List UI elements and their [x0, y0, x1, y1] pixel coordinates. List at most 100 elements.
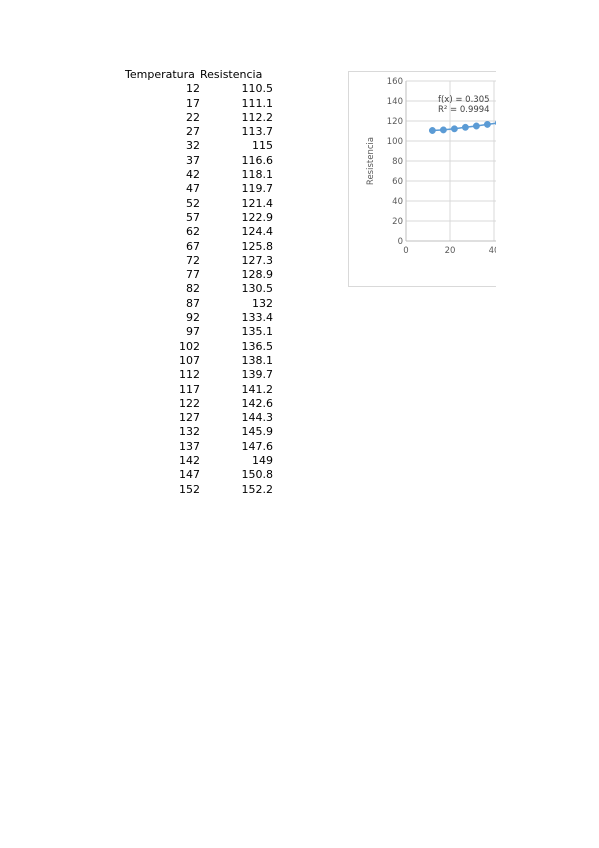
- cell-resistencia: 113.7: [241, 125, 274, 139]
- table-row: 72 127.3: [125, 254, 273, 268]
- table-row: 142 149: [125, 454, 273, 468]
- cell-resistencia: 138.1: [241, 353, 274, 367]
- cell-resistencia: 142.6: [241, 396, 274, 410]
- table-row: 17 111.1: [125, 97, 273, 111]
- cell-temperatura: 97: [186, 325, 200, 339]
- table-row: 62 124.4: [125, 225, 273, 239]
- table-row: 102 136.5: [125, 340, 273, 354]
- y-tick-label: 20: [392, 217, 403, 227]
- table-row: 12 110.5: [125, 82, 273, 96]
- cell-temperatura: 87: [186, 296, 200, 310]
- cell-temperatura: 22: [186, 110, 200, 124]
- cell-temperatura: 92: [186, 311, 200, 325]
- table-row: 112 139.7: [125, 368, 273, 382]
- cell-temperatura: 32: [186, 139, 200, 153]
- cell-temperatura: 122: [179, 396, 200, 410]
- table-row: 22 112.2: [125, 111, 273, 125]
- y-tick-label: 160: [387, 77, 403, 87]
- y-tick-label: 140: [387, 97, 403, 107]
- cell-temperatura: 47: [186, 182, 200, 196]
- chart-viewport: 0 20 40 60 80 100 120 140 160 0 20 40 Resistencia f(x…: [348, 71, 496, 288]
- x-tick-label: 20: [445, 246, 456, 256]
- cell-resistencia: 111.1: [241, 96, 274, 110]
- table-header-row: Temperatura Resistencia: [125, 68, 273, 82]
- cell-temperatura: 52: [186, 196, 200, 210]
- data-point: [472, 122, 480, 130]
- series-line: [432, 122, 496, 132]
- cell-resistencia: 116.6: [241, 153, 274, 167]
- cell-resistencia: 121.4: [241, 196, 274, 210]
- data-point: [494, 120, 496, 126]
- table-row: 107 138.1: [125, 354, 273, 368]
- cell-resistencia: 128.9: [241, 268, 274, 282]
- cell-temperatura: 62: [186, 225, 200, 239]
- table-body: 12 110.5 17 111.1 22 112.2 27 113.7 32 115 37 116.6…: [125, 82, 273, 497]
- table-row: 32 115: [125, 139, 273, 153]
- table-row: 27 113.7: [125, 125, 273, 139]
- cell-resistencia: 118.1: [241, 168, 274, 182]
- scatter-chart: 0 20 40 60 80 100 120 140 160 0 20 40 Resistencia f(x…: [366, 77, 496, 256]
- data-point: [439, 126, 447, 134]
- cell-resistencia: 149: [252, 454, 273, 468]
- table-row: 42 118.1: [125, 168, 273, 182]
- cell-temperatura: 117: [179, 382, 200, 396]
- column-header-temperatura: Temperatura: [125, 68, 195, 81]
- data-point: [483, 120, 491, 128]
- table-row: 147 150.8: [125, 468, 273, 482]
- table-row: 92 133.4: [125, 311, 273, 325]
- data-table: Temperatura Resistencia 12 110.5 17 111.1 22…: [125, 68, 273, 497]
- cell-temperatura: 57: [186, 210, 200, 224]
- cell-temperatura: 107: [179, 353, 200, 367]
- cell-resistencia: 135.1: [241, 325, 274, 339]
- cell-temperatura: 42: [186, 168, 200, 182]
- cell-resistencia: 125.8: [241, 239, 274, 253]
- cell-resistencia: 147.6: [241, 439, 274, 453]
- column-header-resistencia: Resistencia: [200, 68, 263, 81]
- table-row: 82 130.5: [125, 282, 273, 296]
- y-tick-label: 0: [398, 237, 403, 247]
- y-tick-label: 100: [387, 137, 403, 147]
- data-point: [461, 123, 469, 131]
- cell-resistencia: 130.5: [241, 282, 274, 296]
- cell-resistencia: 110.5: [241, 82, 274, 96]
- chart-frame[interactable]: [348, 71, 496, 287]
- cell-temperatura: 72: [186, 253, 200, 267]
- cell-resistencia: 115: [252, 139, 273, 153]
- cell-temperatura: 27: [186, 125, 200, 139]
- table-row: 67 125.8: [125, 240, 273, 254]
- table-row: 117 141.2: [125, 383, 273, 397]
- cell-resistencia: 144.3: [241, 411, 274, 425]
- y-tick-label: 120: [387, 117, 403, 127]
- table-row: 87 132: [125, 297, 273, 311]
- cell-temperatura: 17: [186, 96, 200, 110]
- cell-resistencia: 124.4: [241, 225, 274, 239]
- cell-resistencia: 152.2: [241, 482, 274, 496]
- cell-resistencia: 112.2: [241, 110, 274, 124]
- cell-resistencia: 119.7: [241, 182, 274, 196]
- table-row: 132 145.9: [125, 425, 273, 439]
- x-tick-label: 40: [489, 246, 496, 256]
- trendline-equation: f(x) = 0.305: [438, 95, 490, 105]
- cell-temperatura: 77: [186, 268, 200, 282]
- table-row: 137 147.6: [125, 440, 273, 454]
- cell-resistencia: 150.8: [241, 468, 274, 482]
- table-row: 47 119.7: [125, 182, 273, 196]
- cell-resistencia: 141.2: [241, 382, 274, 396]
- cell-temperatura: 132: [179, 425, 200, 439]
- cell-resistencia: 133.4: [241, 311, 274, 325]
- table-row: 122 142.6: [125, 397, 273, 411]
- y-tick-label: 40: [392, 197, 403, 207]
- cell-resistencia: 122.9: [241, 210, 274, 224]
- cell-temperatura: 82: [186, 282, 200, 296]
- cell-resistencia: 136.5: [241, 339, 274, 353]
- cell-resistencia: 139.7: [241, 368, 274, 382]
- cell-temperatura: 67: [186, 239, 200, 253]
- table-row: 127 144.3: [125, 411, 273, 425]
- cell-temperatura: 142: [179, 454, 200, 468]
- table-row: 152 152.2: [125, 483, 273, 497]
- x-tick-label: 0: [403, 246, 408, 256]
- cell-temperatura: 152: [179, 482, 200, 496]
- cell-temperatura: 102: [179, 339, 200, 353]
- cell-temperatura: 147: [179, 468, 200, 482]
- cell-temperatura: 112: [179, 368, 200, 382]
